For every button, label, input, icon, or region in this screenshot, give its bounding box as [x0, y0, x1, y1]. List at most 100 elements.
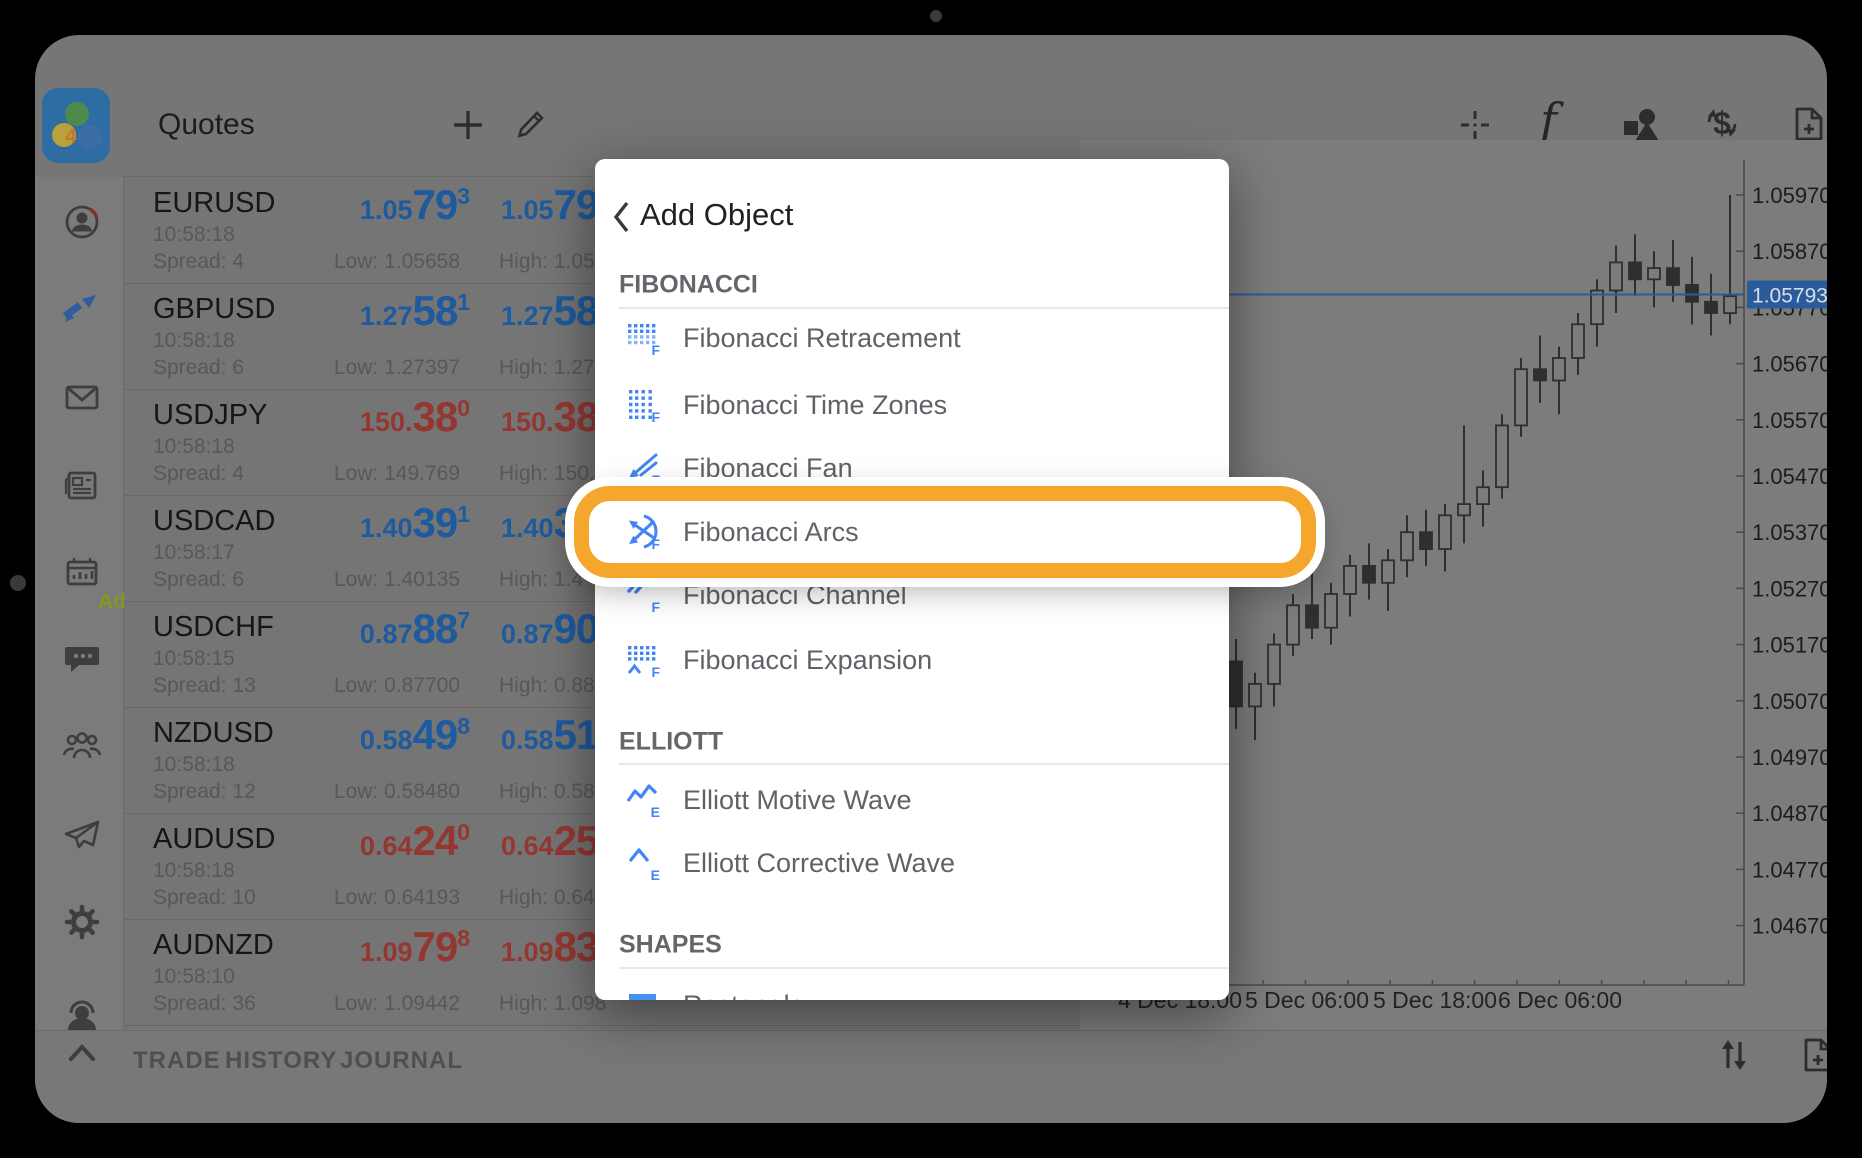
quote-row[interactable]: USDJPY 10:58:18 Spread: 4 150.380 150.38 Low:… [124, 389, 1080, 496]
add-symbol-button[interactable] [450, 107, 490, 147]
section-divider [619, 763, 1229, 765]
fib-fan-icon: F [625, 450, 661, 488]
menu-item-label: Fibonacci Channel [683, 579, 907, 610]
sidebar-item-account[interactable] [60, 200, 104, 244]
quote-row[interactable]: AUDUSD 10:58:18 Spread: 10 0.64240 0.6425 Low… [124, 813, 1080, 920]
quote-spread: Spread: 4 [153, 250, 245, 273]
bid-price: 150.380 [359, 393, 470, 440]
menu-item-fibonacci-time-zones[interactable]: F Fibonacci Time Zones [625, 374, 1219, 436]
quote-time: 10:58:18 [153, 859, 235, 882]
new-chart-icon[interactable] [1789, 105, 1827, 145]
ask-price: 0.5851 [501, 711, 599, 758]
quote-low: Low: 149.769 [333, 462, 460, 485]
bid-price: 1.05793 [359, 181, 470, 228]
chevron-up-icon[interactable] [66, 1039, 98, 1071]
deals-icon[interactable] [1714, 1036, 1752, 1074]
quote-spread: Spread: 36 [153, 992, 256, 1015]
back-button[interactable] [611, 199, 631, 233]
sidebar-item-robot[interactable] [60, 986, 104, 1030]
sidebar-item-news[interactable] [60, 463, 104, 507]
svg-text:F: F [651, 536, 660, 550]
sidebar-divider [123, 177, 124, 1030]
sidebar-item-trade[interactable] [60, 288, 104, 332]
mt4-logo[interactable]: 4 [42, 88, 110, 163]
objects-icon[interactable] [1621, 105, 1661, 145]
svg-text:1.05270: 1.05270 [1752, 576, 1827, 601]
quote-spread: Spread: 12 [153, 780, 256, 803]
bid-price: 1.27581 [359, 287, 470, 334]
bid-price: 1.40391 [359, 499, 470, 546]
menu-item-fibonacci-retracement[interactable]: F Fibonacci Retracement [625, 307, 1219, 369]
svg-text:1.04970: 1.04970 [1752, 745, 1827, 770]
bottom-bar: TRADE HISTORY JOURNAL [35, 1030, 1827, 1123]
quote-low: Low: 1.27397 [333, 356, 460, 379]
fibonacci-arcs-highlight[interactable]: F Fibonacci Arcs [574, 486, 1316, 578]
add-object-dialog: Add Object FIBONACCI F Fibonacci Retraceme… [595, 159, 1229, 1000]
edit-symbols-button[interactable] [512, 105, 552, 145]
quote-spread: Spread: 4 [153, 462, 245, 485]
svg-text:1.05470: 1.05470 [1752, 464, 1827, 489]
fib-arcs-icon: F [625, 514, 661, 552]
sidebar-item-chat[interactable] [60, 637, 104, 681]
svg-text:5 Dec 18:00: 5 Dec 18:00 [1373, 987, 1497, 1013]
quote-low: Low: 1.40135 [333, 568, 460, 591]
menu-item-fibonacci-fan[interactable]: F Fibonacci Fan [625, 437, 1219, 499]
svg-text:1.05170: 1.05170 [1752, 633, 1827, 658]
ask-price: 1.2758 [501, 287, 599, 334]
svg-text:1.05793: 1.05793 [1752, 285, 1827, 308]
svg-text:1.05870: 1.05870 [1752, 239, 1827, 264]
sidebar-item-settings[interactable] [60, 900, 104, 944]
ask-price: 150.38 [501, 393, 599, 440]
menu-item-label: Fibonacci Arcs [683, 516, 859, 547]
sidebar-item-telegram[interactable] [60, 813, 104, 857]
svg-text:1.04870: 1.04870 [1752, 801, 1827, 826]
quote-time: 10:58:17 [153, 541, 235, 564]
svg-text:F: F [651, 472, 660, 486]
menu-item-label: Rectangle [683, 990, 805, 1001]
quote-time: 10:58:18 [153, 435, 235, 458]
bid-price: 0.87887 [359, 605, 470, 652]
quote-row[interactable]: AUDNZD 10:58:10 Spread: 36 1.09798 1.0983 Low… [124, 919, 1080, 1026]
section-header: SHAPES [619, 930, 722, 959]
indicators-icon[interactable]: f [1540, 93, 1558, 147]
symbol-name: USDCAD [153, 505, 276, 537]
sidebar-item-mail[interactable] [60, 375, 104, 419]
sidebar-item-calendar[interactable] [60, 550, 104, 594]
new-order-icon[interactable] [1798, 1036, 1827, 1074]
fib-timezones-icon: F [625, 387, 661, 425]
camera-dot-left [10, 575, 26, 591]
symbol-name: USDJPY [153, 399, 268, 431]
camera-dot-top [930, 10, 942, 22]
currency-converter-icon[interactable]: $ [1702, 103, 1742, 143]
quote-row[interactable]: USDCHF 10:58:15 Spread: 13 0.87887 0.8790 Low… [124, 601, 1080, 708]
svg-text:1.04770: 1.04770 [1752, 857, 1827, 882]
svg-text:F: F [651, 409, 660, 423]
quote-time: 10:58:18 [153, 329, 235, 352]
ask-price: 0.6425 [501, 817, 599, 864]
menu-item-fibonacci-channel[interactable]: F Fibonacci Channel [625, 564, 1219, 626]
ask-price: 1.0983 [501, 923, 599, 970]
tab-journal[interactable]: JOURNAL [340, 1047, 464, 1074]
symbol-name: NZDUSD [153, 717, 274, 749]
section-header: ELLIOTT [619, 727, 724, 756]
menu-item-elliott-corrective-wave[interactable]: E Elliott Corrective Wave [625, 832, 1219, 894]
quote-time: 10:58:15 [153, 647, 235, 670]
fib-retracement-icon: F [625, 320, 661, 358]
sidebar-item-community[interactable] [60, 725, 104, 769]
quote-high: High: 0.588 [499, 780, 607, 803]
menu-item-elliott-motive-wave[interactable]: E Elliott Motive Wave [625, 769, 1219, 831]
quote-high: High: 0.645 [499, 886, 607, 909]
svg-text:1.05070: 1.05070 [1752, 689, 1827, 714]
tab-history[interactable]: HISTORY [225, 1047, 338, 1074]
quote-low: Low: 1.09442 [333, 992, 460, 1015]
quote-low: Low: 1.05658 [333, 250, 460, 273]
svg-text:1.05370: 1.05370 [1752, 520, 1827, 545]
menu-item-rectangle[interactable]: Rectangle [625, 974, 1219, 1000]
menu-item-fibonacci-expansion[interactable]: F Fibonacci Expansion [625, 629, 1219, 691]
symbol-name: USDCHF [153, 611, 274, 643]
quote-low: Low: 0.64193 [333, 886, 460, 909]
tab-trade[interactable]: TRADE [133, 1047, 221, 1074]
crosshair-icon[interactable] [1457, 107, 1497, 147]
quote-row[interactable]: NZDUSD 10:58:18 Spread: 12 0.58498 0.5851 Low… [124, 707, 1080, 814]
quote-time: 10:58:10 [153, 965, 235, 988]
